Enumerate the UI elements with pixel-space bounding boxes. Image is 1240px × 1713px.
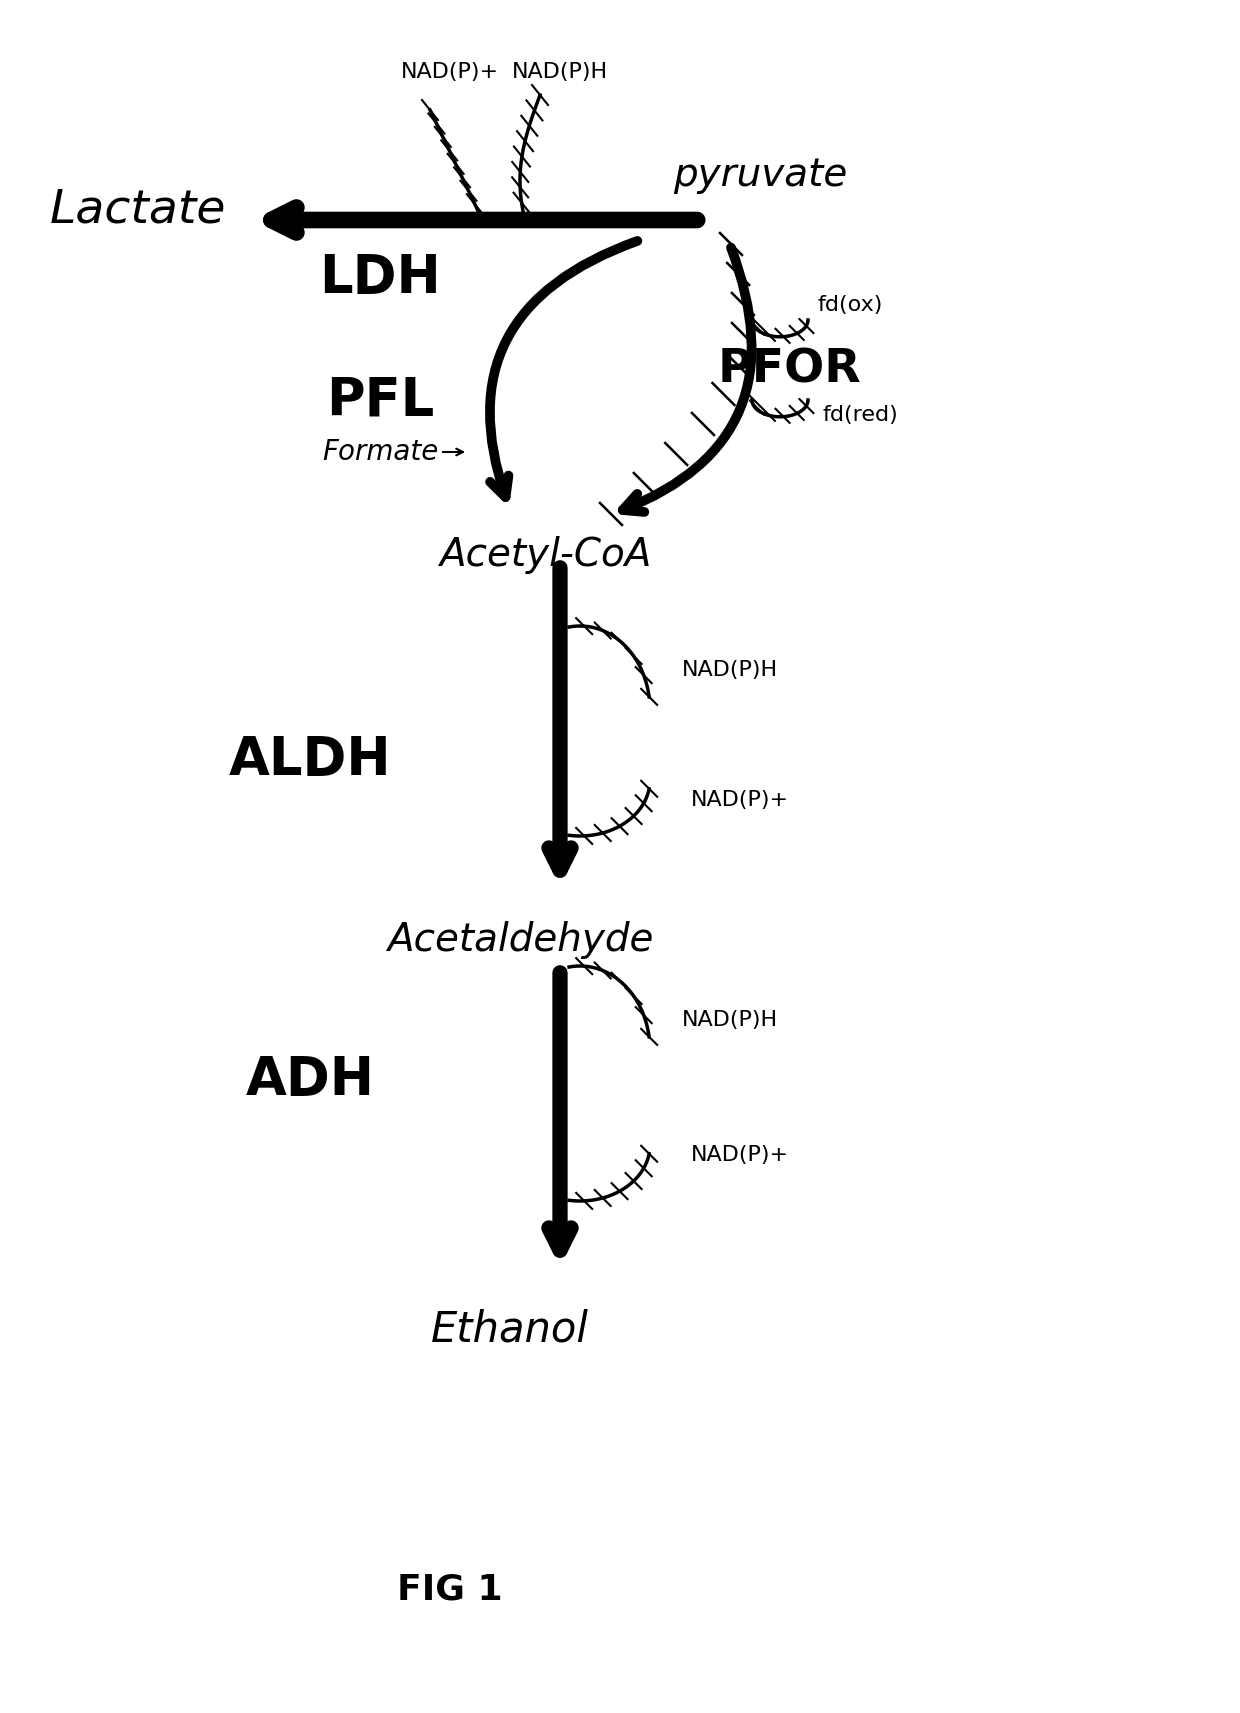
Text: ADH: ADH — [246, 1053, 374, 1107]
Text: NAD(P)+: NAD(P)+ — [401, 62, 498, 82]
Text: NAD(P)H: NAD(P)H — [682, 1011, 777, 1030]
Text: PFOR: PFOR — [718, 348, 862, 392]
Text: Ethanol: Ethanol — [432, 1309, 589, 1352]
Text: fd(ox): fd(ox) — [817, 295, 883, 315]
Text: Lactate: Lactate — [50, 187, 226, 233]
Text: Acetyl-CoA: Acetyl-CoA — [439, 536, 651, 574]
Text: NAD(P)+: NAD(P)+ — [691, 1144, 789, 1165]
Text: NAD(P)H: NAD(P)H — [512, 62, 608, 82]
Text: PFL: PFL — [326, 373, 434, 427]
Text: NAD(P)+: NAD(P)+ — [691, 790, 789, 810]
Text: pyruvate: pyruvate — [673, 156, 847, 194]
Text: ALDH: ALDH — [228, 733, 392, 786]
Text: FIG 1: FIG 1 — [397, 1573, 502, 1607]
Text: LDH: LDH — [319, 252, 441, 303]
FancyArrowPatch shape — [622, 248, 751, 512]
Text: Acetaldehyde: Acetaldehyde — [387, 922, 653, 959]
Text: Formate: Formate — [322, 439, 438, 466]
Text: fd(red): fd(red) — [822, 404, 898, 425]
FancyArrowPatch shape — [490, 242, 637, 497]
Text: NAD(P)H: NAD(P)H — [682, 660, 777, 680]
